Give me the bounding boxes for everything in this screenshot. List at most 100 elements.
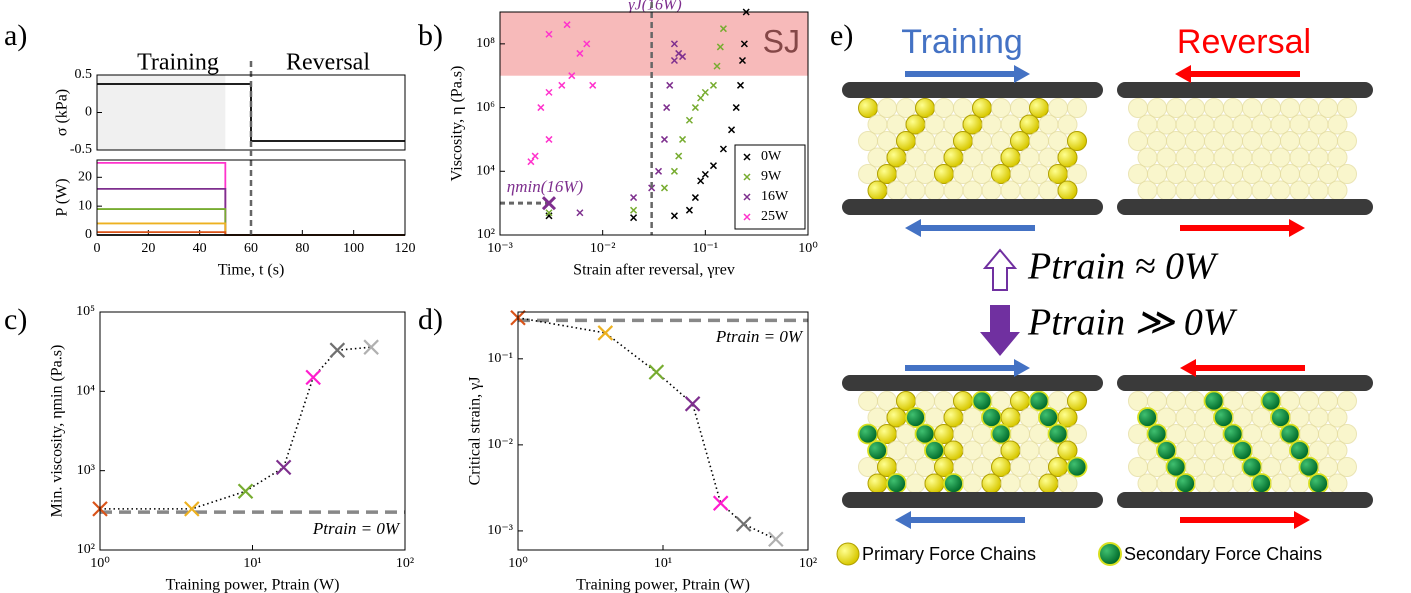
- x-tick-label: 60: [244, 241, 258, 256]
- sphere: [1242, 98, 1262, 118]
- plot-area: [100, 312, 405, 550]
- legend-marker: [743, 193, 751, 201]
- point: [768, 531, 784, 548]
- y-tick-label: 10⁻³: [487, 523, 513, 538]
- point: [728, 126, 736, 134]
- point: [184, 501, 200, 517]
- sphere: [1019, 440, 1040, 461]
- sphere: [1175, 114, 1196, 135]
- sphere: [1128, 424, 1148, 444]
- diagram-title: Training: [901, 23, 1023, 61]
- sphere: [1166, 131, 1186, 151]
- panel-label: b): [418, 19, 443, 52]
- x-tick-label: 40: [193, 241, 207, 256]
- sphere: [1280, 131, 1300, 151]
- point: [670, 167, 678, 175]
- point: [670, 40, 678, 48]
- point: [679, 53, 687, 61]
- point: [666, 81, 674, 89]
- sphere: [1318, 391, 1338, 411]
- primary-sphere: [943, 147, 964, 168]
- sphere: [1194, 407, 1215, 428]
- point: [670, 56, 678, 65]
- point: [670, 212, 678, 220]
- sphere: [1318, 98, 1338, 118]
- sphere: [1019, 180, 1040, 201]
- sphere: [1299, 98, 1319, 118]
- sphere: [1137, 440, 1158, 461]
- legend-sphere: [836, 542, 860, 566]
- sphere: [1137, 473, 1158, 494]
- point: [531, 152, 539, 160]
- primary-sphere: [924, 473, 945, 494]
- primary-sphere: [1029, 98, 1049, 118]
- sphere: [1038, 180, 1059, 201]
- sphere: [934, 131, 954, 151]
- sphere: [1223, 131, 1243, 151]
- sphere: [1213, 114, 1234, 135]
- sphere: [1337, 391, 1357, 411]
- primary-sphere: [953, 131, 973, 151]
- point: [736, 81, 745, 89]
- sphere: [1128, 131, 1148, 151]
- sphere: [1251, 407, 1272, 428]
- primary-sphere: [1067, 131, 1087, 151]
- sphere: [981, 147, 1002, 168]
- point: [719, 145, 727, 153]
- sphere: [1232, 114, 1253, 135]
- y-tick-label: 10⁸: [476, 36, 495, 51]
- arrow: [1175, 65, 1300, 83]
- point: [685, 206, 693, 214]
- x-tick-label: 10⁻¹: [693, 241, 719, 256]
- secondary-sphere: [1251, 473, 1272, 494]
- sphere: [1289, 180, 1310, 201]
- x-tick-label: 10²: [799, 556, 817, 571]
- sphere: [1204, 131, 1224, 151]
- sphere: [953, 424, 973, 444]
- plot-frame: [517, 311, 809, 551]
- legend-marker: [743, 173, 751, 181]
- primary-sphere: [1048, 164, 1068, 184]
- sphere: [905, 147, 926, 168]
- arrow: [905, 359, 1030, 377]
- point: [660, 184, 669, 192]
- x-tick-label: 10²: [396, 556, 414, 571]
- sphere: [991, 98, 1011, 118]
- sphere: [886, 180, 907, 201]
- sphere: [1280, 98, 1300, 118]
- power-label: Ptrain ≫ 0W: [1027, 302, 1238, 344]
- sphere: [1147, 457, 1167, 477]
- sphere: [1337, 164, 1357, 184]
- sphere: [1067, 424, 1087, 444]
- sphere: [1038, 114, 1059, 135]
- sphere: [1000, 473, 1021, 494]
- secondary-sphere: [1308, 473, 1329, 494]
- y-tick-label: 20: [78, 170, 92, 185]
- legend-box: [734, 144, 806, 230]
- sphere-pack: [857, 390, 1088, 494]
- point: [713, 62, 721, 70]
- reference-label: Ptrain = 0W: [312, 519, 401, 538]
- sphere: [896, 98, 916, 118]
- sphere: [1327, 114, 1348, 135]
- arrow: [895, 511, 1025, 529]
- x-tick-label: 100: [343, 241, 364, 256]
- sphere: [962, 147, 983, 168]
- sphere: [877, 131, 897, 151]
- sphere: [1137, 114, 1158, 135]
- x-tick-label: 10⁰: [508, 556, 528, 571]
- sphere: [962, 473, 983, 494]
- panel-label: d): [418, 303, 443, 336]
- sphere: [1327, 147, 1348, 168]
- up-arrow: [982, 248, 1018, 291]
- sphere: [1156, 114, 1177, 135]
- primary-sphere: [886, 147, 907, 168]
- annotation: γJ(16W): [628, 0, 681, 14]
- annotation: Training: [137, 50, 219, 76]
- primary-sphere: [972, 98, 992, 118]
- primary-sphere: [1010, 131, 1030, 151]
- sphere: [1308, 147, 1329, 168]
- point: [735, 516, 752, 532]
- sphere: [1166, 391, 1186, 411]
- sphere: [1019, 473, 1040, 494]
